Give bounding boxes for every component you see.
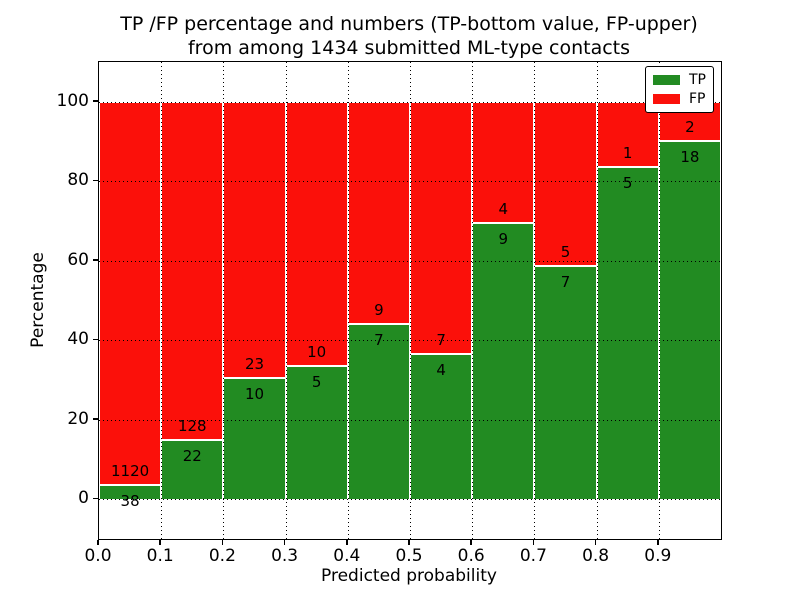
tp-bar-segment-0	[99, 486, 162, 500]
tp-bar-segment-5	[410, 354, 473, 500]
x-gridline-0.2	[223, 62, 225, 539]
x-gridline-0.9	[658, 62, 660, 539]
y-tick-mark-80	[93, 179, 98, 181]
x-tick-mark-0.9	[657, 539, 659, 545]
x-tick-mark-0.3	[283, 539, 286, 545]
fp-legend-label: FP	[689, 90, 706, 107]
y-tick-label-0: 0	[78, 488, 89, 509]
x-gridline-0.4	[347, 62, 349, 539]
fp-bar-segment-0	[99, 101, 162, 487]
tp-count-label-1: 22	[182, 446, 202, 465]
tp-bar-segment-4	[347, 325, 410, 500]
tp-bar-segment-7	[534, 267, 597, 500]
x-gridline-0.7	[534, 62, 536, 539]
y-tick-label-100: 100	[56, 90, 89, 111]
x-tick-mark-0.1	[159, 539, 161, 545]
tp-bar-segment-2	[223, 378, 286, 500]
chart-title-line2: from among 1434 submitted ML-type contac…	[187, 37, 631, 59]
x-tick-label-0.7: 0.7	[519, 546, 547, 566]
x-tick-mark-0.6	[470, 539, 472, 545]
x-tick-mark-0.0	[97, 539, 99, 545]
y-tick-mark-0	[93, 497, 98, 499]
fp-count-label-7: 5	[560, 243, 571, 262]
y-axis-label: Percentage	[28, 252, 48, 348]
fp-bar-segment-4	[347, 101, 410, 326]
tp-legend-swatch	[653, 75, 680, 86]
x-tick-label-0.4: 0.4	[333, 546, 361, 566]
tp-bar-segment-6	[472, 224, 535, 500]
x-tick-label-0.6: 0.6	[457, 546, 485, 566]
y-tick-label-80: 80	[67, 170, 89, 191]
tp-count-label-2: 10	[244, 384, 265, 403]
x-tick-mark-0.7	[532, 539, 535, 545]
tp-count-label-5: 4	[436, 360, 446, 379]
tp-bar-segment-9	[658, 141, 721, 500]
y-tick-mark-40	[93, 338, 98, 340]
tp-bar-segment-1	[161, 440, 224, 500]
x-gridline-0.8	[596, 62, 598, 539]
x-tick-mark-0.8	[594, 539, 597, 545]
fp-count-label-1: 128	[177, 416, 207, 435]
fp-bar-segment-2	[223, 101, 286, 379]
tp-bar-segment-3	[285, 366, 348, 500]
fp-bar-segment-3	[285, 101, 348, 367]
y-tick-label-40: 40	[67, 329, 89, 350]
fp-bar-segment-5	[410, 101, 473, 355]
fp-count-label-3: 10	[307, 342, 327, 361]
x-gridline-0.1	[161, 62, 163, 539]
x-axis-label: Predicted probability	[321, 566, 497, 586]
fp-count-label-4: 9	[374, 301, 384, 320]
chart-title-line1: TP /FP percentage and numbers (TP-bottom…	[120, 13, 698, 35]
tp-count-label-0: 38	[120, 492, 140, 511]
y-tick-mark-20	[93, 418, 98, 420]
fp-count-label-0: 1120	[111, 462, 150, 481]
tp-count-label-9: 18	[680, 147, 700, 166]
tp-count-label-3: 5	[311, 372, 322, 391]
x-tick-mark-0.4	[346, 539, 348, 545]
y-tick-label-60: 60	[67, 249, 89, 270]
tp-count-label-6: 9	[498, 230, 509, 249]
x-tick-label-0.8: 0.8	[582, 546, 610, 566]
y-tick-mark-60	[93, 259, 98, 261]
x-gridline-0.5	[410, 62, 411, 539]
legend-entry-fp: FP	[653, 91, 707, 107]
chart-title: TP /FP percentage and numbers (TP-bottom…	[98, 12, 720, 60]
legend: TP FP	[645, 66, 714, 113]
fp-count-label-8: 1	[622, 144, 633, 162]
y-tick-label-20: 20	[67, 408, 89, 429]
tp-count-label-7: 7	[560, 273, 571, 292]
fp-count-label-5: 7	[436, 330, 446, 349]
x-gridline-0.6	[472, 62, 474, 539]
legend-entry-tp: TP	[653, 72, 707, 88]
tp-count-label-4: 7	[374, 331, 384, 350]
x-tick-mark-0.5	[408, 539, 410, 545]
fp-legend-swatch	[653, 93, 680, 104]
y-tick-mark-100	[93, 100, 98, 102]
fp-count-label-9: 2	[685, 117, 695, 136]
fp-bar-segment-1	[161, 101, 224, 441]
x-tick-mark-0.2	[221, 539, 224, 545]
fp-count-label-6: 4	[498, 200, 509, 219]
x-tick-label-0.9: 0.9	[644, 546, 672, 566]
x-tick-label-0.2: 0.2	[208, 546, 236, 566]
fp-count-label-2: 23	[244, 354, 265, 373]
x-tick-label-0.3: 0.3	[271, 546, 299, 566]
x-gridline-0.3	[285, 62, 287, 539]
plot-area: 1120 38 128 22 23 10 10 5 9 7 7 4 4 9 5 7 1 5 2 18	[98, 61, 722, 540]
tp-bar-segment-8	[596, 168, 659, 500]
x-tick-label-0.5: 0.5	[395, 546, 423, 566]
x-tick-label-0.0: 0.0	[84, 546, 112, 566]
tp-legend-label: TP	[689, 72, 706, 89]
x-tick-label-0.1: 0.1	[146, 546, 174, 566]
tp-count-label-8: 5	[622, 174, 633, 192]
